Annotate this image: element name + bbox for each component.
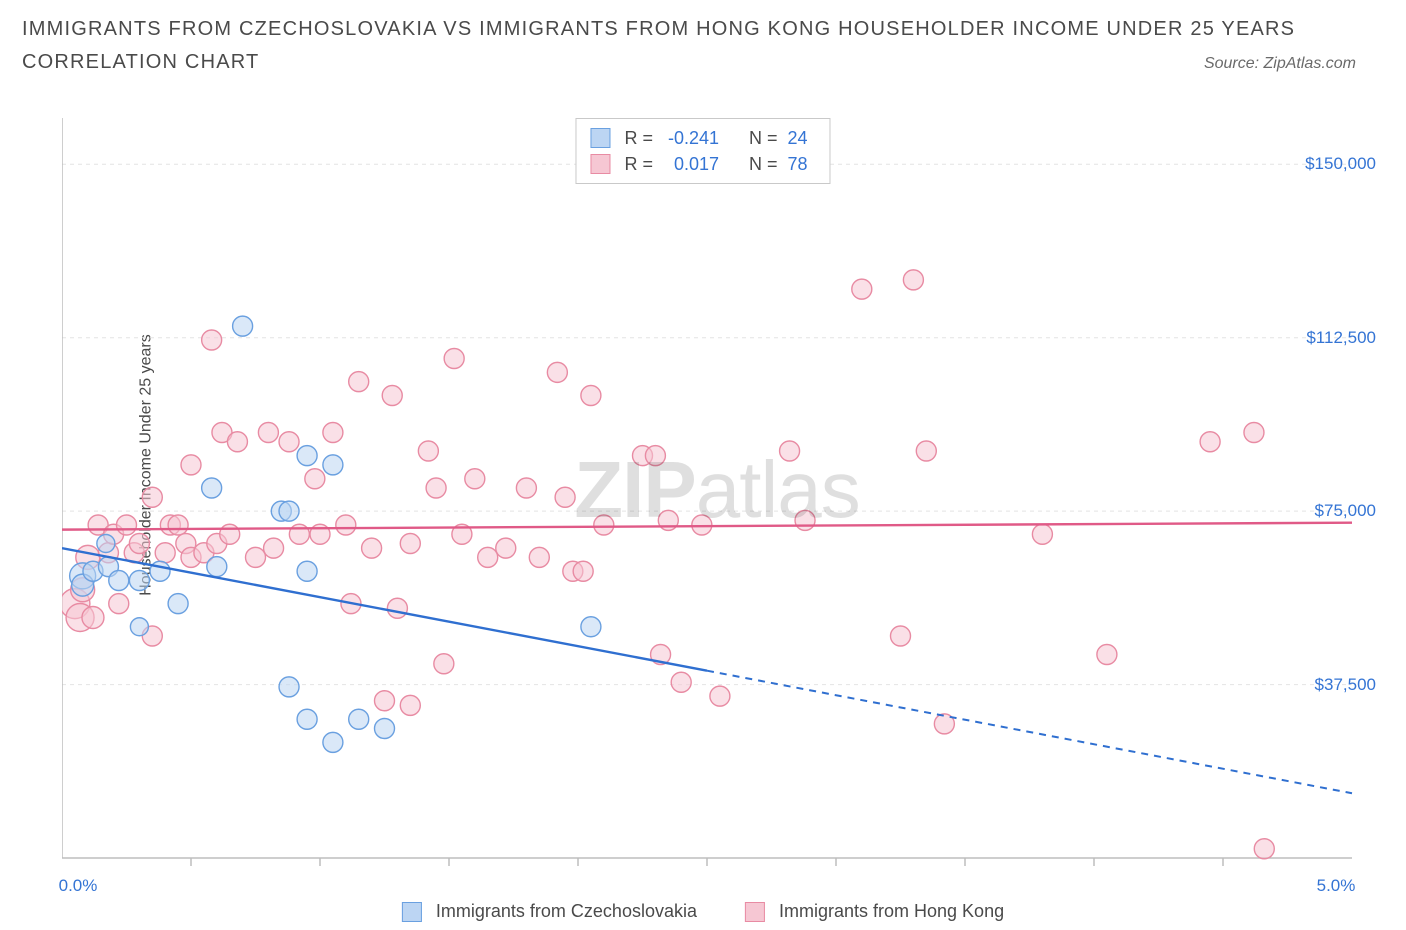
stats-R-value: -0.241 xyxy=(663,125,719,151)
stats-box: R = -0.241 N = 24 R = 0.017 N = 78 xyxy=(575,118,830,184)
stats-R-value: 0.017 xyxy=(663,151,719,177)
y-tick-label: $150,000 xyxy=(1305,154,1376,174)
chart-header: IMMIGRANTS FROM CZECHOSLOVAKIA VS IMMIGR… xyxy=(0,0,1406,82)
stats-N-label: N = xyxy=(749,151,778,177)
chart-area: ZIPatlas xyxy=(62,118,1372,878)
y-tick-label: $37,500 xyxy=(1315,675,1376,695)
bottom-legend: Immigrants from Czechoslovakia Immigrants… xyxy=(402,901,1004,922)
chart-title: IMMIGRANTS FROM CZECHOSLOVAKIA VS IMMIGR… xyxy=(22,14,1384,45)
legend-item: Immigrants from Hong Kong xyxy=(745,901,1004,922)
stats-row: R = -0.241 N = 24 xyxy=(590,125,815,151)
x-tick-label-min: 0.0% xyxy=(59,876,98,896)
stats-R-label: R = xyxy=(624,125,653,151)
legend-swatch xyxy=(745,902,765,922)
series-swatch xyxy=(590,128,610,148)
stats-R-label: R = xyxy=(624,151,653,177)
legend-item: Immigrants from Czechoslovakia xyxy=(402,901,697,922)
stats-N-label: N = xyxy=(749,125,778,151)
y-tick-label: $112,500 xyxy=(1306,328,1376,348)
x-tick-label-max: 5.0% xyxy=(1317,876,1356,896)
series-swatch xyxy=(590,154,610,174)
stats-row: R = 0.017 N = 78 xyxy=(590,151,815,177)
chart-subtitle: CORRELATION CHART xyxy=(22,51,259,74)
legend-label: Immigrants from Hong Kong xyxy=(779,901,1004,922)
chart-source: Source: ZipAtlas.com xyxy=(1204,55,1384,73)
correlation-scatter-chart xyxy=(62,118,1372,878)
legend-label: Immigrants from Czechoslovakia xyxy=(436,901,697,922)
legend-swatch xyxy=(402,902,422,922)
stats-N-value: 78 xyxy=(788,151,816,177)
y-tick-label: $75,000 xyxy=(1315,501,1376,521)
stats-N-value: 24 xyxy=(788,125,816,151)
